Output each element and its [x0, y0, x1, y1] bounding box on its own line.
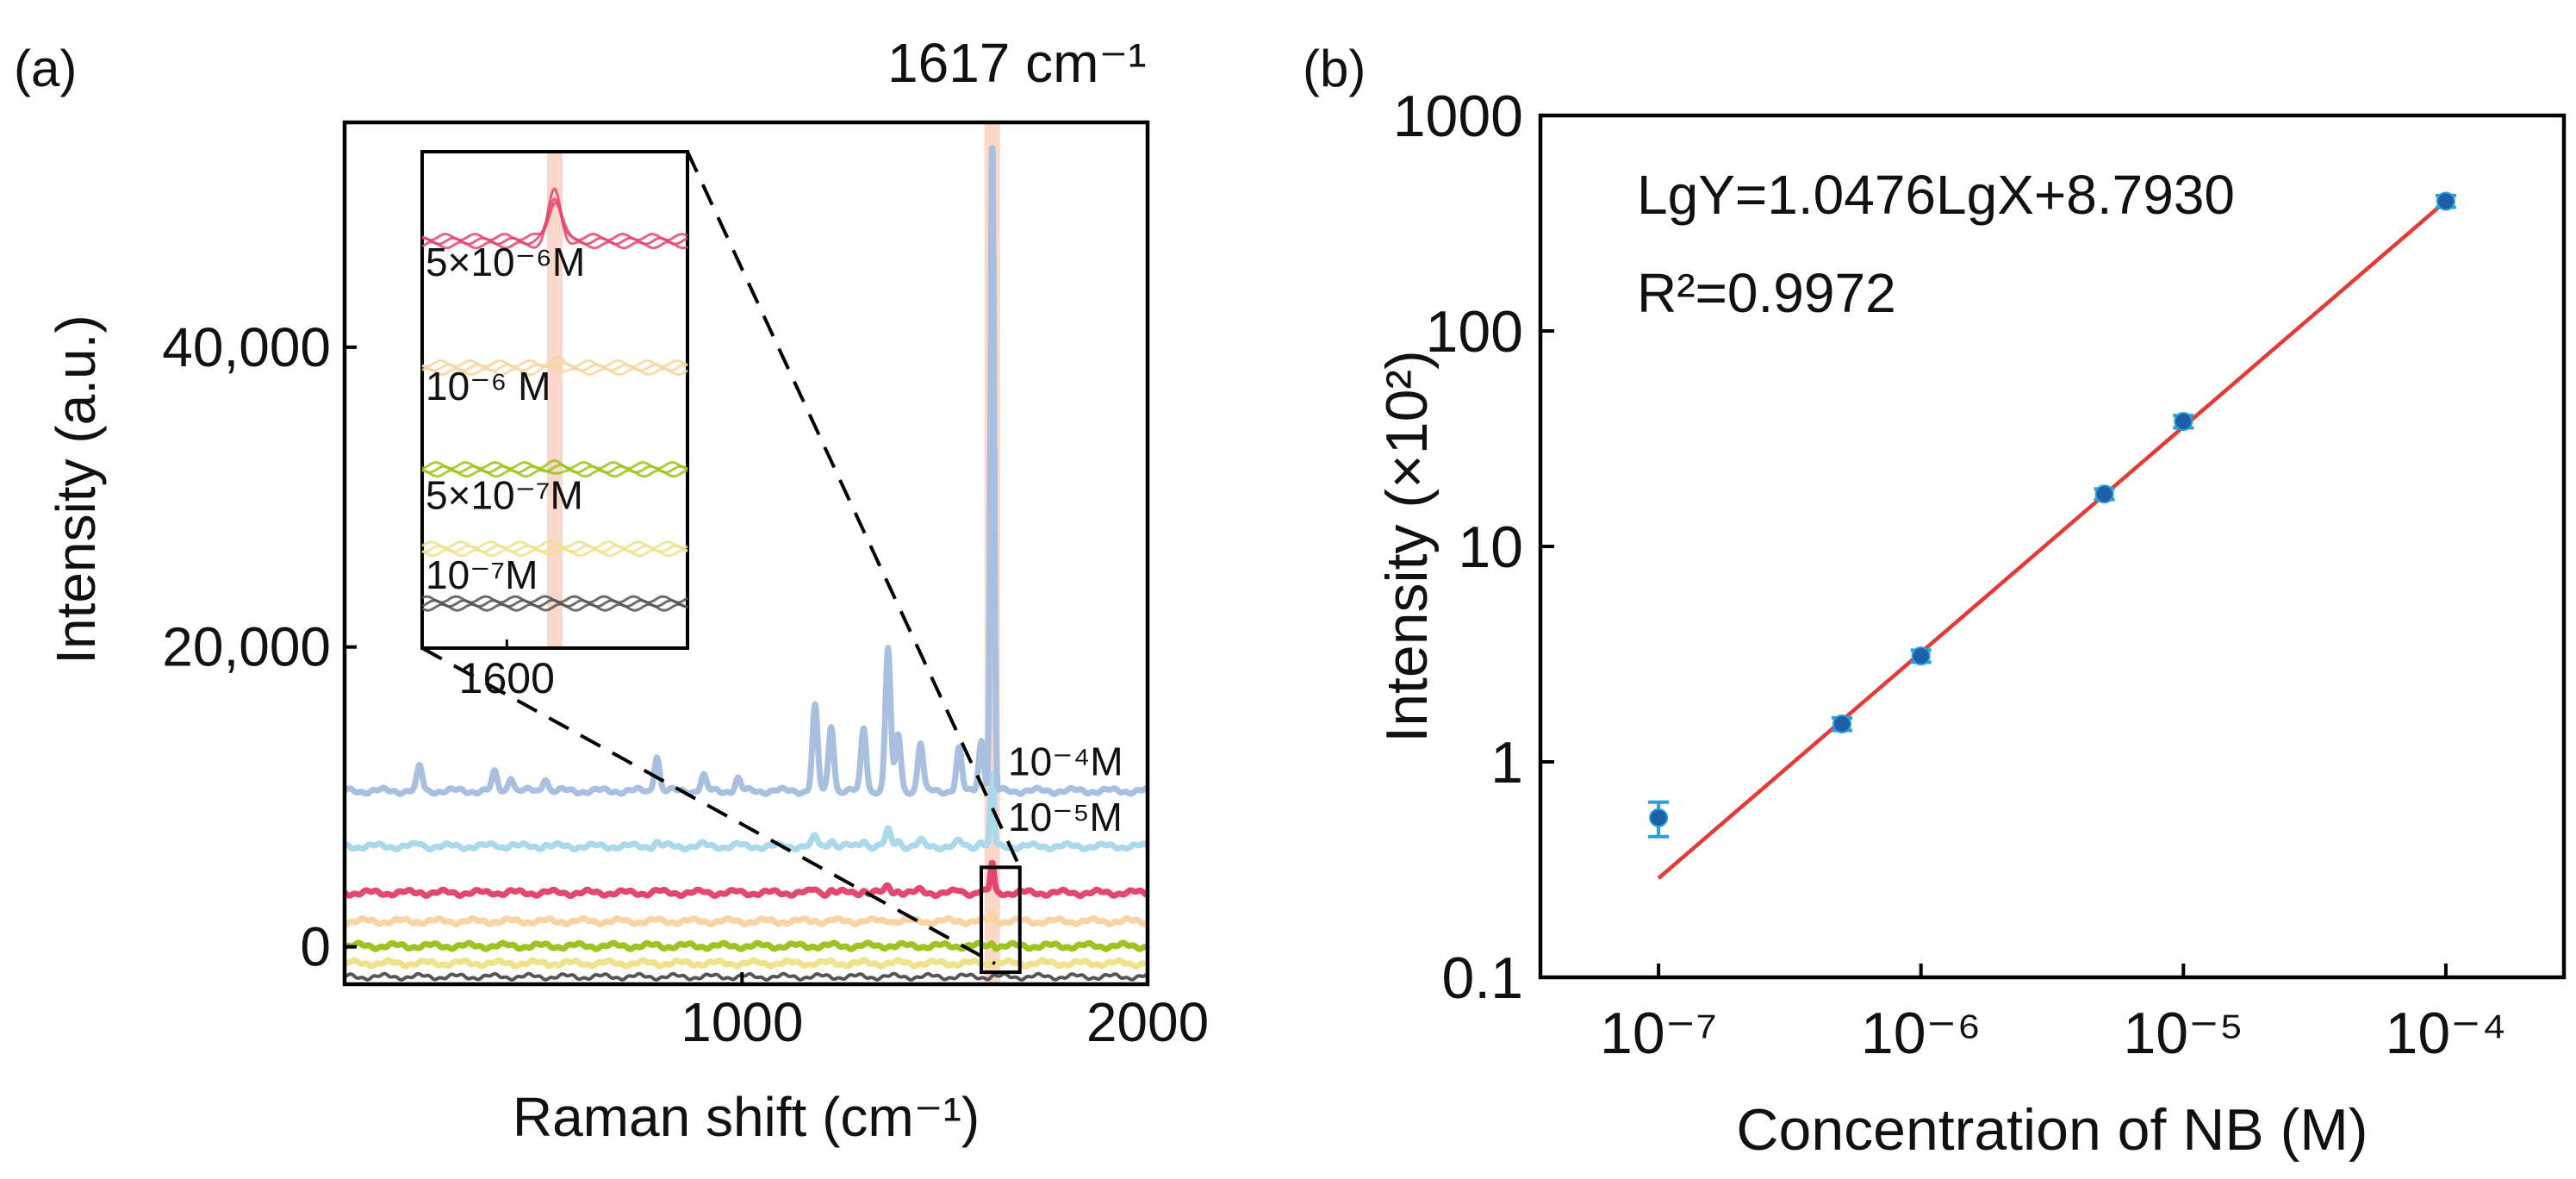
y-tick-label: 0.1 [1441, 945, 1523, 1011]
inset-series-label: 5×10⁻⁶M [426, 240, 585, 284]
fit-r-squared: R²=0.9972 [1637, 262, 1896, 324]
spectrum-2 [342, 770, 1150, 853]
inset-spectrum [421, 197, 688, 246]
inset-spectrum [421, 202, 688, 242]
inset-spectrum [421, 540, 688, 550]
fit-equation: LgY=1.0476LgX+8.7930 [1637, 164, 2235, 226]
spectra-series [342, 145, 1150, 982]
x-tick-label: 10⁻⁶ [1861, 1001, 1982, 1066]
y-tick-label: 1 [1490, 730, 1523, 795]
y-tick-label: 20,000 [162, 616, 331, 678]
panel-label-a: (a) [14, 40, 77, 97]
inset-spectrum [421, 602, 688, 612]
y-tick-label: 10 [1458, 515, 1523, 580]
x-axis-label: Raman shift (cm⁻¹) [513, 1086, 980, 1148]
y-tick-label: 40,000 [162, 316, 331, 378]
y-axis-label: Intensity (a.u.) [45, 315, 107, 664]
inset-series-label: 5×10⁻⁷M [426, 473, 583, 518]
inset-spectrum [421, 356, 688, 368]
x-tick-label: 2000 [1086, 991, 1209, 1053]
data-point-6 [2436, 191, 2455, 211]
inset-spectrum [421, 362, 688, 372]
x-tick-label: 10⁻⁴ [2386, 1001, 2507, 1066]
zoom-connector-top [686, 151, 1022, 869]
zoom-indicator [421, 151, 1022, 975]
inset-spectrum [421, 364, 688, 377]
inset-spectrum [421, 547, 688, 558]
x-tick-label: 10⁻⁵ [2123, 1001, 2243, 1066]
data-points [1648, 191, 2456, 839]
inset-spectrum [421, 595, 688, 604]
series-label: 10⁻⁴M [1008, 739, 1123, 784]
inset-series-label: 10⁻⁷M [426, 552, 538, 597]
spectrum-3 [342, 859, 1150, 900]
x-axis-label: Concentration of NB (M) [1736, 1097, 2368, 1163]
zoom-box [980, 865, 1022, 975]
y-tick-label: 1000 [1393, 84, 1523, 149]
axis-ticks: 10⁻⁷ 10⁻⁶ 10⁻⁵ 10⁻⁴ 0.1 1 10 100 1000 [1393, 84, 2507, 1066]
inset-series-label: 10⁻⁶ M [426, 364, 551, 409]
spectrum-5 [342, 939, 1150, 952]
chart-title: 1617 cm⁻¹ [887, 32, 1147, 94]
data-point-4 [2094, 484, 2114, 504]
inset-x-tick-label: 1600 [459, 654, 555, 702]
data-point-3 [1911, 646, 1931, 666]
axis-ticks: 1000 2000 0 20,000 40,000 [162, 316, 1209, 1053]
plot-frame [342, 120, 1150, 987]
y-tick-label: 0 [300, 916, 331, 978]
inset-spectrum [421, 543, 688, 553]
data-point-2 [1832, 714, 1851, 733]
fit-line [1657, 199, 2448, 880]
spectrum-6 [342, 957, 1150, 970]
y-tick-label: 100 [1426, 299, 1523, 365]
inset-spectrum [421, 458, 688, 471]
spectrum-7 [343, 971, 1149, 982]
zoom-connector-bottom [421, 646, 996, 965]
x-tick-label: 1000 [681, 991, 803, 1053]
y-axis-label: Intensity (×10²) [1374, 350, 1440, 742]
inset-chart: 5×10⁻⁶M 10⁻⁶ M 5×10⁻⁷M 10⁻⁷M 1600 [420, 150, 689, 702]
inset-band [547, 153, 563, 646]
fit-line-path [1657, 199, 2448, 880]
inset-spectrum [421, 463, 688, 474]
x-tick-label: 10⁻⁷ [1600, 1001, 1717, 1066]
spectrum-1 [342, 145, 1150, 797]
series-label: 10⁻⁵M [1008, 795, 1123, 839]
spectrum-4 [342, 909, 1150, 928]
inset-spectrum [421, 469, 688, 478]
panel-label-b: (b) [1303, 40, 1366, 97]
data-point-5 [2174, 412, 2193, 432]
series-labels: 10⁻⁴M 10⁻⁵M [1008, 739, 1123, 839]
calibration-chart: 10⁻⁷ 10⁻⁶ 10⁻⁵ 10⁻⁴ 0.1 1 10 100 1000 LgY=1.0476… [1374, 84, 2567, 1163]
data-point-1 [1649, 808, 1669, 827]
